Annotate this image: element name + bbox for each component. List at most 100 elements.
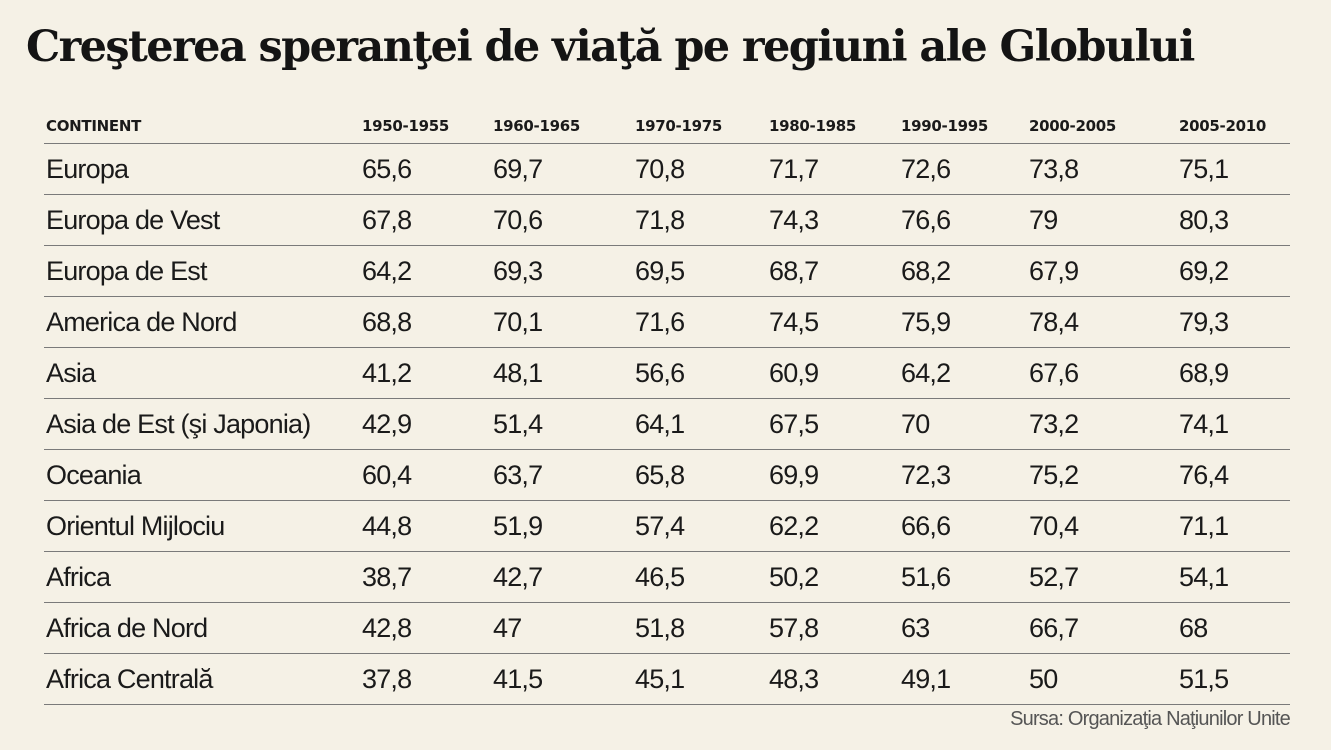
value-cell: 57,8: [767, 602, 899, 654]
region-name-cell: Africa: [44, 551, 360, 603]
value-cell: 74,3: [767, 194, 899, 246]
value-cell: 60,9: [767, 347, 899, 399]
table-row: Europa de Est 64,2 69,3 69,5 68,7 68,2 67,9 69,…: [44, 245, 1290, 297]
value-cell: 49,1: [899, 653, 1027, 705]
region-name-cell: Africa de Nord: [44, 602, 360, 654]
value-cell: 71,6: [633, 296, 767, 348]
value-cell: 51,5: [1177, 653, 1290, 705]
region-name-cell: Asia de Est (şi Japonia): [44, 398, 360, 450]
table-body: Europa 65,6 69,7 70,8 71,7 72,6 73,8 75,1 Europa…: [44, 143, 1290, 705]
value-cell: 66,7: [1027, 602, 1177, 654]
value-cell: 42,9: [360, 398, 491, 450]
table-row: Asia de Est (şi Japonia) 42,9 51,4 64,1 67,5…: [44, 398, 1290, 450]
table-row: Europa 65,6 69,7 70,8 71,7 72,6 73,8 75,1: [44, 143, 1290, 195]
value-cell: 71,8: [633, 194, 767, 246]
table-row: Europa de Vest 67,8 70,6 71,8 74,3 76,6 79 80,3: [44, 194, 1290, 246]
value-cell: 48,1: [491, 347, 633, 399]
value-cell: 67,9: [1027, 245, 1177, 297]
value-cell: 44,8: [360, 500, 491, 552]
region-name-cell: Europa: [44, 143, 360, 195]
value-cell: 75,9: [899, 296, 1027, 348]
value-cell: 72,6: [899, 143, 1027, 195]
column-header-period: 2005-2010: [1177, 108, 1290, 144]
value-cell: 70,6: [491, 194, 633, 246]
value-cell: 71,7: [767, 143, 899, 195]
column-header-period: 1990-1995: [899, 108, 1027, 144]
region-name-cell: Africa Centrală: [44, 653, 360, 705]
value-cell: 51,8: [633, 602, 767, 654]
value-cell: 54,1: [1177, 551, 1290, 603]
value-cell: 70,8: [633, 143, 767, 195]
value-cell: 69,3: [491, 245, 633, 297]
value-cell: 72,3: [899, 449, 1027, 501]
region-name-cell: Oceania: [44, 449, 360, 501]
value-cell: 78,4: [1027, 296, 1177, 348]
value-cell: 62,2: [767, 500, 899, 552]
source-note: Sursa: Organizaţia Naţiunilor Unite: [1010, 708, 1291, 730]
value-cell: 42,7: [491, 551, 633, 603]
column-header-period: 1950-1955: [360, 108, 491, 144]
column-header-period: 1970-1975: [633, 108, 767, 144]
table-row: Oceania 60,4 63,7 65,8 69,9 72,3 75,2 76,4: [44, 449, 1290, 501]
value-cell: 68,9: [1177, 347, 1290, 399]
value-cell: 51,4: [491, 398, 633, 450]
value-cell: 80,3: [1177, 194, 1290, 246]
value-cell: 69,5: [633, 245, 767, 297]
value-cell: 69,9: [767, 449, 899, 501]
value-cell: 76,6: [899, 194, 1027, 246]
value-cell: 74,1: [1177, 398, 1290, 450]
value-cell: 38,7: [360, 551, 491, 603]
value-cell: 64,2: [360, 245, 491, 297]
table-row: Africa 38,7 42,7 46,5 50,2 51,6 52,7 54,1: [44, 551, 1290, 603]
column-header-continent: CONTINENT: [44, 108, 360, 144]
value-cell: 79: [1027, 194, 1177, 246]
value-cell: 48,3: [767, 653, 899, 705]
value-cell: 57,4: [633, 500, 767, 552]
region-name-cell: Europa de Est: [44, 245, 360, 297]
value-cell: 70,4: [1027, 500, 1177, 552]
value-cell: 74,5: [767, 296, 899, 348]
value-cell: 70,1: [491, 296, 633, 348]
value-cell: 52,7: [1027, 551, 1177, 603]
value-cell: 50: [1027, 653, 1177, 705]
value-cell: 42,8: [360, 602, 491, 654]
region-name-cell: Orientul Mijlociu: [44, 500, 360, 552]
value-cell: 47: [491, 602, 633, 654]
column-header-period: 2000-2005: [1027, 108, 1177, 144]
value-cell: 63: [899, 602, 1027, 654]
table-row: Asia 41,2 48,1 56,6 60,9 64,2 67,6 68,9: [44, 347, 1290, 399]
value-cell: 45,1: [633, 653, 767, 705]
value-cell: 51,9: [491, 500, 633, 552]
value-cell: 60,4: [360, 449, 491, 501]
value-cell: 51,6: [899, 551, 1027, 603]
value-cell: 73,8: [1027, 143, 1177, 195]
column-header-period: 1980-1985: [767, 108, 899, 144]
table-row: America de Nord 68,8 70,1 71,6 74,5 75,9 78,4 7…: [44, 296, 1290, 348]
value-cell: 65,6: [360, 143, 491, 195]
table-row: Africa de Nord 42,8 47 51,8 57,8 63 66,7 68: [44, 602, 1290, 654]
value-cell: 68,7: [767, 245, 899, 297]
value-cell: 63,7: [491, 449, 633, 501]
value-cell: 79,3: [1177, 296, 1290, 348]
value-cell: 70: [899, 398, 1027, 450]
value-cell: 73,2: [1027, 398, 1177, 450]
page-title: Creşterea speranţei de viaţă pe regiuni …: [26, 22, 1195, 72]
table-row: Orientul Mijlociu 44,8 51,9 57,4 62,2 66,6 70,…: [44, 500, 1290, 552]
value-cell: 65,8: [633, 449, 767, 501]
value-cell: 37,8: [360, 653, 491, 705]
value-cell: 67,6: [1027, 347, 1177, 399]
value-cell: 68,8: [360, 296, 491, 348]
region-name-cell: Asia: [44, 347, 360, 399]
value-cell: 67,5: [767, 398, 899, 450]
life-expectancy-table: CONTINENT 1950-1955 1960-1965 1970-1975 1980…: [44, 108, 1290, 705]
value-cell: 66,6: [899, 500, 1027, 552]
region-name-cell: Europa de Vest: [44, 194, 360, 246]
value-cell: 67,8: [360, 194, 491, 246]
value-cell: 71,1: [1177, 500, 1290, 552]
value-cell: 41,5: [491, 653, 633, 705]
value-cell: 75,2: [1027, 449, 1177, 501]
value-cell: 64,1: [633, 398, 767, 450]
value-cell: 41,2: [360, 347, 491, 399]
region-name-cell: America de Nord: [44, 296, 360, 348]
table-row: Africa Centrală 37,8 41,5 45,1 48,3 49,1 50 51,…: [44, 653, 1290, 705]
